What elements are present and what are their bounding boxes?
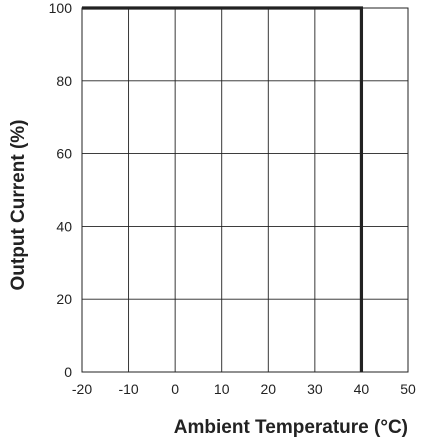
y-tick-label: 100: [49, 0, 73, 16]
x-axis-label: Ambient Temperature (°C): [174, 417, 408, 438]
grid: [81, 7, 409, 373]
y-tick-label: 0: [64, 364, 72, 380]
y-tick-label: 80: [56, 73, 72, 89]
derating-curve: [82, 6, 364, 372]
x-tick-label: 0: [171, 381, 179, 397]
x-tick-label: 40: [354, 381, 370, 397]
x-tick-label: 20: [260, 381, 276, 397]
y-axis-label: Output Current (%): [8, 120, 29, 291]
x-tick-label: -20: [72, 381, 92, 397]
y-tick-labels: 0 20 40 60 80 100: [49, 0, 73, 380]
x-tick-labels: -20 -10 0 10 20 30 40 50: [72, 381, 416, 397]
x-tick-label: 50: [400, 381, 416, 397]
y-tick-label: 20: [56, 291, 72, 307]
x-tick-label: 30: [307, 381, 323, 397]
series-layer: [82, 6, 364, 372]
x-tick-label: -10: [118, 381, 138, 397]
x-tick-label: 10: [214, 381, 230, 397]
y-tick-label: 40: [56, 218, 72, 234]
y-tick-label: 60: [56, 146, 72, 162]
plot-frame: [81, 7, 409, 373]
